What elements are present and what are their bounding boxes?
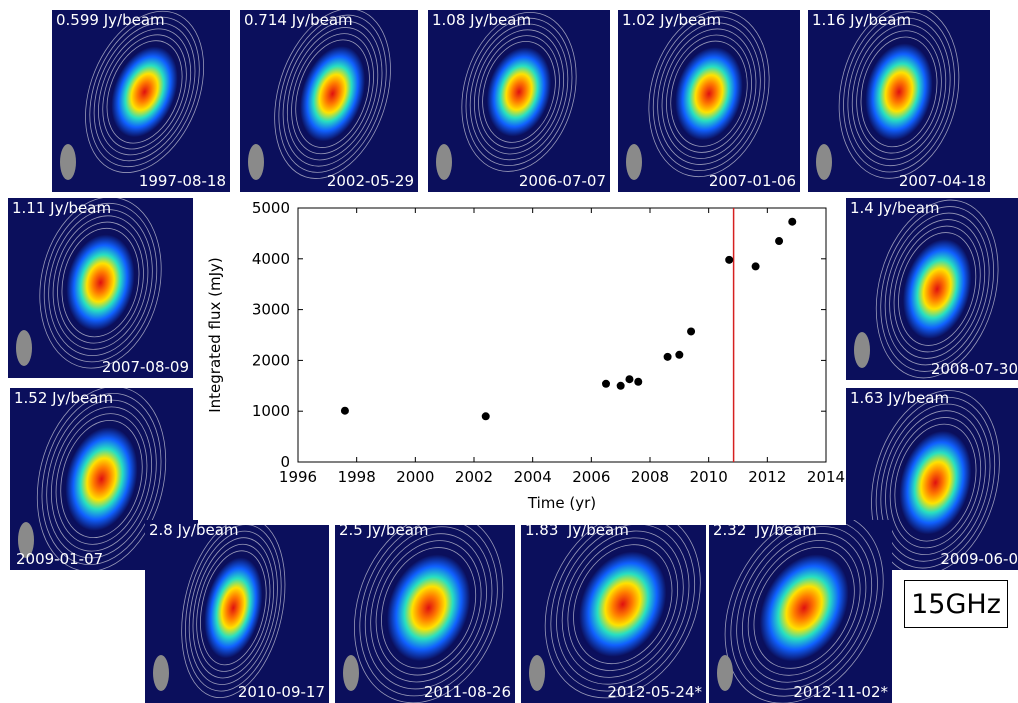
peak-flux-label: 1.02 Jy/beam [622, 11, 722, 29]
data-point [616, 381, 625, 390]
radio-map-image [16, 198, 162, 369]
beam-ellipse [854, 332, 870, 368]
data-point [663, 352, 672, 361]
radio-map-image [626, 10, 770, 180]
epoch-date-label: 2009-06-0 [940, 550, 1018, 568]
y-axis-label: Integrated flux (mJy) [206, 257, 224, 413]
y-tick-label: 4000 [252, 250, 290, 268]
beam-ellipse [816, 144, 832, 180]
x-tick-label: 2012 [748, 468, 786, 486]
radio-map-image [18, 388, 167, 570]
epoch-date-label: 2012-05-24* [607, 683, 702, 701]
epoch-date-label: 2006-07-07 [518, 172, 606, 190]
radio-map-image [854, 199, 999, 379]
peak-flux-label: 1.4 Jy/beam [850, 199, 940, 217]
y-tick-label: 2000 [252, 351, 290, 369]
frequency-label: 15GHz [904, 580, 1008, 628]
radio-map-image [529, 520, 701, 699]
map-panel-2010-09-17: 2.8 Jy/beam 2010-09-17 [145, 520, 329, 703]
beam-ellipse [717, 655, 733, 691]
y-tick-label: 5000 [252, 199, 290, 217]
x-tick-label: 2010 [690, 468, 728, 486]
beam-ellipse [529, 655, 545, 691]
data-point [481, 412, 490, 421]
peak-flux-label: 1.63 Jy/beam [850, 389, 950, 407]
peak-flux-label: 2.5 Jy/beam [339, 521, 429, 539]
peak-flux-label: 1.16 Jy/beam [812, 11, 912, 29]
epoch-date-label: 2011-08-26 [423, 683, 511, 701]
x-tick-label: 2004 [514, 468, 552, 486]
map-panel-2012-05-24: 1.83 Jy/beam 2012-05-24* [521, 520, 706, 703]
peak-flux-label: 1.11 Jy/beam [12, 199, 112, 217]
epoch-date-label: 2010-09-17 [237, 683, 325, 701]
peak-flux-label: 1.52 Jy/beam [14, 389, 114, 407]
plot-frame [297, 207, 827, 463]
beam-ellipse [343, 655, 359, 691]
map-panel-2002-05-29: 0.714 Jy/beam 2002-05-29 [240, 10, 418, 192]
x-tick-label: 1998 [338, 468, 376, 486]
data-point [625, 375, 634, 384]
map-panel-2007-01-06: 1.02 Jy/beam 2007-01-06 [618, 10, 800, 192]
data-point [675, 350, 684, 359]
data-point [775, 237, 784, 246]
map-panel-2011-08-26: 2.5 Jy/beam 2011-08-26 [335, 520, 515, 703]
data-point [340, 406, 349, 415]
x-tick-label: 1996 [279, 468, 317, 486]
peak-flux-label: 1.08 Jy/beam [432, 11, 532, 29]
map-panel-2008-07-30: 1.4 Jy/beam 2008-07-30 [846, 198, 1018, 380]
x-tick-label: 2000 [396, 468, 434, 486]
radio-map-image [248, 10, 391, 180]
data-point [634, 377, 643, 386]
data-point [725, 255, 734, 264]
data-point [788, 217, 797, 226]
radio-map-image [436, 11, 577, 180]
radio-map-image [816, 10, 960, 180]
radio-map-image [343, 520, 504, 703]
epoch-date-label: 2007-04-18 [898, 172, 986, 190]
data-point [602, 379, 610, 388]
data-point [687, 327, 696, 336]
epoch-date-label: 2002-05-29 [326, 172, 414, 190]
y-tick-label: 3000 [252, 301, 290, 319]
beam-ellipse [153, 655, 169, 691]
y-tick-label: 1000 [252, 402, 290, 420]
map-panel-2007-04-18: 1.16 Jy/beam 2007-04-18 [808, 10, 990, 192]
map-panel-2007-08-09: 1.11 Jy/beam 2007-08-09 [8, 198, 193, 378]
epoch-date-label: 2008-07-30 [930, 360, 1018, 378]
epoch-date-label: 1997-08-18 [138, 172, 226, 190]
radio-map-image [717, 520, 884, 703]
x-tick-label: 2014 [807, 468, 845, 486]
beam-ellipse [436, 144, 452, 180]
beam-ellipse [626, 144, 642, 180]
peak-flux-label: 2.8 Jy/beam [149, 521, 239, 539]
beam-ellipse [18, 522, 34, 558]
peak-flux-label: 0.599 Jy/beam [56, 11, 165, 29]
map-panel-2012-11-02: 2.32 Jy/beam 2012-11-02* [709, 520, 892, 703]
x-tick-label: 2008 [631, 468, 669, 486]
epoch-date-label: 2007-01-06 [708, 172, 796, 190]
map-panel-1997-08-18: 0.599 Jy/beam 1997-08-18 [52, 10, 230, 192]
peak-flux-label: 0.714 Jy/beam [244, 11, 353, 29]
beam-ellipse [16, 330, 32, 366]
data-point [751, 262, 760, 271]
beam-ellipse [60, 144, 76, 180]
chart-svg: 1996 1998 2000 2002 2004 2006 2008 2010 2012 2014… [206, 199, 845, 512]
radio-map-image [153, 520, 286, 699]
beam-ellipse [248, 144, 264, 180]
x-tick-label: 2006 [572, 468, 610, 486]
peak-flux-label: 2.32 Jy/beam [713, 521, 817, 539]
flux-vs-time-chart: 1996 1998 2000 2002 2004 2006 2008 2010 2012 2014… [198, 195, 846, 525]
epoch-date-label: 2012-11-02* [793, 683, 888, 701]
epoch-date-label: 2007-08-09 [101, 358, 189, 376]
map-panel-2009-01-07: 1.52 Jy/beam 2009-01-07 [10, 388, 193, 570]
map-panel-2006-07-07: 1.08 Jy/beam 2006-07-07 [428, 10, 610, 192]
peak-flux-label: 1.83 Jy/beam [525, 521, 629, 539]
y-tick-label: 0 [280, 453, 290, 471]
x-axis-label: Time (yr) [527, 494, 596, 512]
x-tick-label: 2002 [455, 468, 493, 486]
radio-map-image [60, 10, 205, 180]
epoch-date-label: 2009-01-07 [16, 550, 104, 568]
